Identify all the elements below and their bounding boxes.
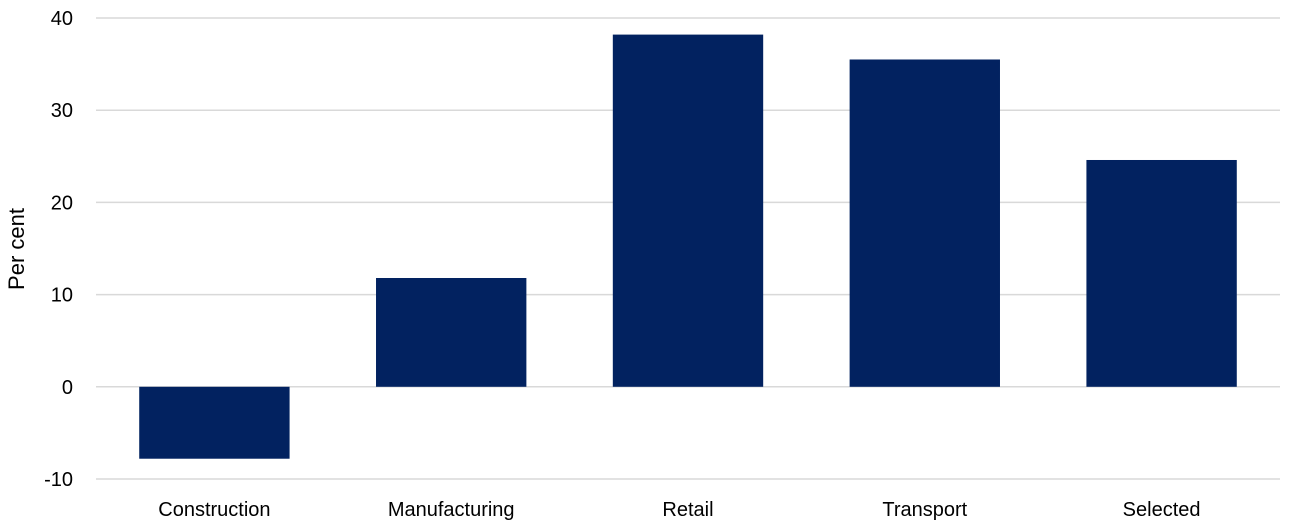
x-tick-label: Transport [882,499,967,521]
bars [139,34,1237,459]
bar-construction [139,386,290,459]
y-axis-title: Per cent [4,208,29,290]
x-tick-label: Manufacturing [388,499,515,521]
bar-manufacturing [376,278,527,387]
bar-retail [612,34,764,387]
y-tick-label: 30 [51,100,73,122]
y-axis-ticks: -10 0 10 20 30 40 [44,8,73,491]
bar-transport [849,59,1000,387]
y-tick-label: -10 [44,469,73,491]
y-tick-label: 10 [51,285,73,307]
bar-selected [1086,159,1237,387]
x-tick-label: Retail [662,499,713,521]
y-tick-label: 20 [51,192,73,214]
x-axis-labels: Construction Manufacturing Retail Transport… [158,499,1200,521]
x-tick-label: Selected [1123,499,1201,521]
y-tick-label: 40 [51,8,73,30]
x-tick-label: Construction [158,499,270,521]
y-tick-label: 0 [62,377,73,399]
